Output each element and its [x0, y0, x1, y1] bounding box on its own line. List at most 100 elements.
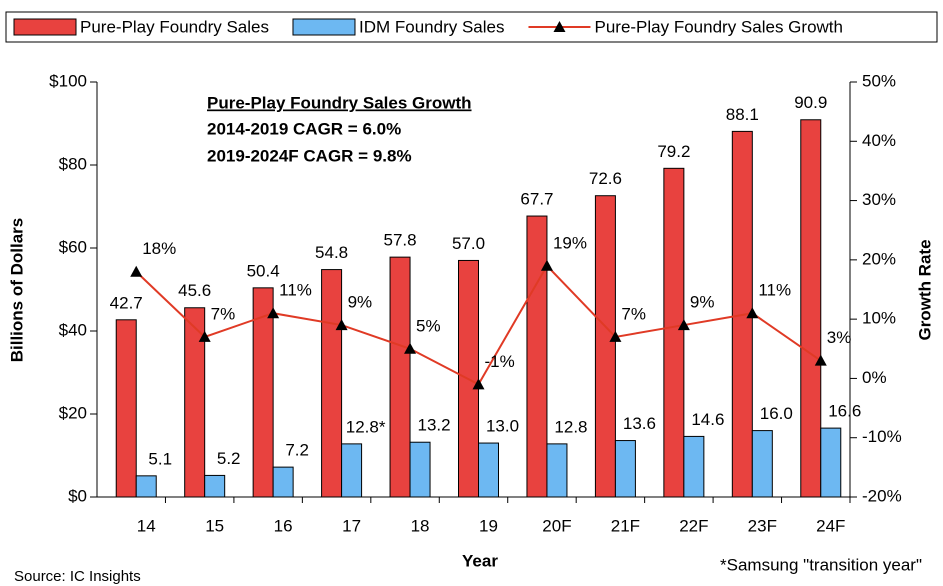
line-marker	[267, 307, 280, 319]
bar	[389, 256, 411, 498]
data-label: -1%	[485, 352, 515, 371]
data-label: 67.7	[520, 190, 553, 209]
bar	[272, 466, 294, 498]
x-tick-label: 18	[411, 516, 430, 535]
line-marker	[814, 354, 827, 366]
bar	[135, 475, 157, 498]
data-label: 54.8	[315, 243, 348, 262]
data-label: 90.9	[794, 93, 827, 112]
line-marker	[472, 378, 485, 390]
annotation: 2014-2019 CAGR = 6.0%	[207, 119, 401, 138]
footnote: *Samsung "transition year"	[720, 555, 922, 574]
y-tick-label: $80	[59, 154, 87, 173]
x-tick-label: 21F	[611, 516, 640, 535]
bar	[252, 287, 274, 498]
bar	[321, 269, 343, 498]
x-tick-label: 22F	[679, 516, 708, 535]
data-label: 7%	[211, 304, 236, 323]
x-tick-label: 20F	[542, 516, 571, 535]
line-marker	[677, 319, 690, 331]
data-label: 11%	[279, 281, 312, 300]
line-marker	[130, 265, 143, 277]
y-tick-label: $60	[59, 237, 87, 256]
bar	[751, 430, 773, 498]
data-label: 42.7	[110, 293, 143, 312]
annotation: 2019-2024F CAGR = 9.8%	[207, 146, 412, 165]
line-marker	[609, 330, 622, 342]
y-tick-label: $100	[49, 71, 87, 90]
line-marker	[746, 307, 759, 319]
y2-tick-label: 40%	[862, 131, 896, 150]
data-label: 19%	[553, 233, 587, 252]
data-label: 45.6	[178, 281, 211, 300]
y2-tick-label: 10%	[862, 309, 896, 328]
legend-marker	[553, 21, 566, 32]
y-tick-label: $40	[59, 320, 87, 339]
bar	[478, 442, 499, 498]
bar	[204, 474, 226, 498]
data-label: 79.2	[657, 142, 690, 161]
bar	[341, 443, 363, 498]
data-label: 57.8	[383, 231, 416, 250]
x-tick-label: 17	[342, 516, 361, 535]
bar	[526, 215, 548, 498]
annotation: Pure-Play Foundry Sales Growth	[207, 93, 472, 112]
data-label: 72.6	[589, 169, 622, 188]
y2-tick-label: 30%	[862, 190, 896, 209]
y2-tick-label: 0%	[862, 368, 887, 387]
line-marker	[198, 330, 211, 342]
bar	[184, 307, 206, 498]
y2-tick-label: 50%	[862, 71, 896, 90]
bar	[115, 319, 137, 498]
y2-tick-label: -20%	[862, 486, 902, 505]
x-tick-label: 19	[479, 516, 498, 535]
x-tick-label: 23F	[748, 516, 777, 535]
data-label: 16.6	[828, 402, 861, 421]
line-marker	[540, 259, 553, 271]
data-label: 5%	[416, 316, 441, 335]
bar	[663, 167, 685, 498]
y2-axis-label: Growth Rate	[915, 239, 934, 340]
y-tick-label: $20	[59, 403, 87, 422]
data-label: 50.4	[247, 261, 280, 280]
data-label: 57.0	[452, 234, 485, 253]
data-label: 13.2	[417, 416, 450, 435]
x-tick-label: 16	[274, 516, 293, 535]
bar	[683, 435, 705, 498]
x-tick-label: 24F	[816, 516, 845, 535]
bar	[546, 443, 568, 498]
source: Source: IC Insights	[14, 568, 141, 585]
x-axis-label: Year	[462, 551, 498, 570]
legend-label: Pure-Play Foundry Sales Growth	[594, 17, 843, 36]
data-label: 5.2	[217, 449, 241, 468]
data-label: 12.8	[554, 417, 587, 436]
line-marker	[335, 319, 348, 331]
data-label: 13.0	[486, 417, 519, 436]
data-label: 12.8*	[346, 417, 386, 436]
data-label: 16.0	[760, 404, 793, 423]
legend-swatch	[13, 18, 77, 36]
bar	[820, 427, 842, 498]
data-label: 14.6	[691, 410, 724, 429]
x-tick-label: 14	[137, 516, 156, 535]
data-label: 9%	[348, 293, 373, 312]
data-label: 9%	[690, 293, 715, 312]
data-label: 88.1	[726, 105, 759, 124]
legend-label: IDM Foundry Sales	[359, 17, 505, 36]
data-label: 18%	[142, 239, 176, 258]
y2-tick-label: 20%	[862, 249, 896, 268]
data-label: 3%	[827, 328, 852, 347]
bar	[800, 119, 822, 498]
data-label: 13.6	[623, 414, 656, 433]
legend-label: Pure-Play Foundry Sales	[80, 17, 269, 36]
y-axis-label: Billions of Dollars	[7, 218, 26, 363]
bar	[614, 440, 636, 498]
line-marker	[404, 342, 417, 354]
y-tick-label: $0	[68, 486, 87, 505]
data-label: 7%	[621, 304, 646, 323]
x-tick-label: 15	[205, 516, 224, 535]
legend-swatch	[292, 18, 356, 36]
legend-box	[5, 11, 938, 43]
bar	[409, 441, 431, 498]
